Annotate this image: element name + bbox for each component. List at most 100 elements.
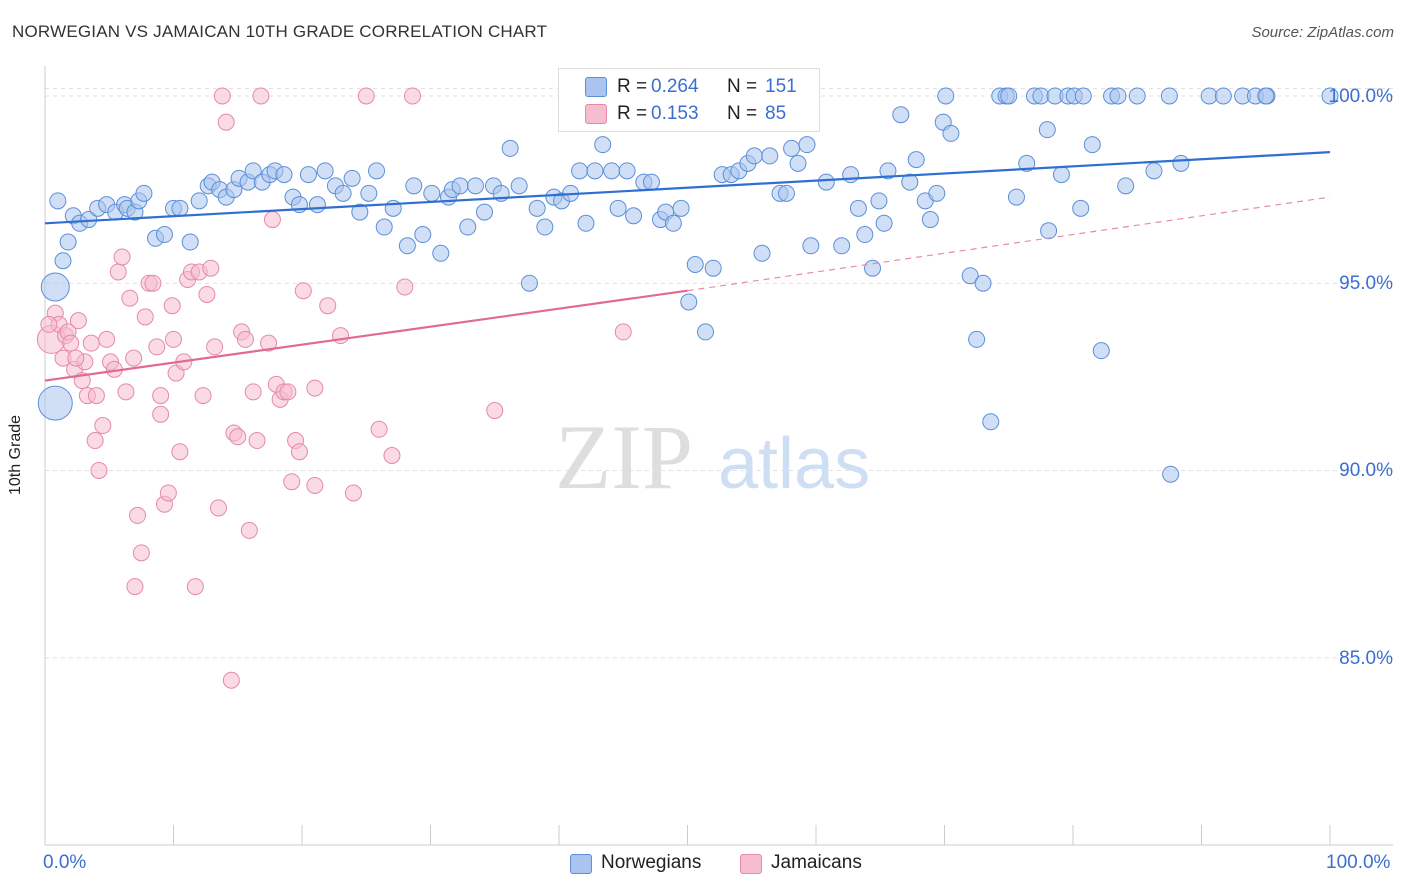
jamaican-point bbox=[194, 387, 212, 405]
jamaican-point bbox=[152, 387, 170, 405]
norwegian-point bbox=[586, 162, 604, 180]
norwegian-point bbox=[789, 154, 807, 172]
stats-row-jamaicans: R = 0.153 N = 85 bbox=[559, 100, 819, 128]
source-label: Source: ZipAtlas.com bbox=[1251, 24, 1394, 41]
norwegian-point bbox=[536, 218, 554, 236]
norwegian-point bbox=[643, 173, 661, 191]
norwegian-point bbox=[777, 184, 795, 202]
norwegian-point bbox=[54, 252, 72, 270]
norwegian-point bbox=[968, 330, 986, 348]
jamaican-point bbox=[290, 443, 308, 461]
norwegian-point bbox=[618, 162, 636, 180]
norwegian-point bbox=[360, 184, 378, 202]
norwegian-point bbox=[1000, 87, 1018, 105]
norwegian-point bbox=[59, 233, 77, 251]
norwegian-point bbox=[686, 255, 704, 273]
jamaican-point bbox=[136, 308, 154, 326]
jamaican-point bbox=[202, 259, 220, 277]
norwegian-point bbox=[1172, 154, 1190, 172]
jamaicans-swatch bbox=[585, 104, 607, 124]
r-label: R = bbox=[617, 103, 648, 124]
jamaican-point bbox=[306, 476, 324, 494]
norwegian-point bbox=[501, 139, 519, 157]
norwegian-point bbox=[664, 214, 682, 232]
r-label: R = bbox=[617, 76, 648, 97]
norwegian-point bbox=[571, 162, 589, 180]
y-tick-label: 85.0% bbox=[1339, 647, 1393, 669]
n-value: 151 bbox=[765, 76, 797, 97]
stats-row-norwegians: R = 0.264 N = 151 bbox=[559, 73, 819, 101]
norwegian-point bbox=[432, 244, 450, 262]
jamaican-point bbox=[125, 349, 143, 367]
jamaican-point bbox=[171, 443, 189, 461]
jamaican-point bbox=[69, 312, 87, 330]
norwegian-point bbox=[603, 162, 621, 180]
y-axis-label: 10th Grade bbox=[7, 414, 24, 496]
watermark: ZIP atlas bbox=[555, 406, 870, 508]
norwegian-point bbox=[244, 162, 262, 180]
norwegian-point bbox=[40, 272, 70, 302]
jamaican-point bbox=[370, 420, 388, 438]
jamaican-point bbox=[87, 387, 105, 405]
norwegian-point bbox=[928, 184, 946, 202]
norwegian-point bbox=[37, 385, 73, 421]
jamaican-point bbox=[404, 87, 422, 105]
data-points bbox=[36, 87, 1339, 689]
norwegian-point bbox=[190, 192, 208, 210]
jamaican-point bbox=[306, 379, 324, 397]
jamaican-point bbox=[198, 285, 216, 303]
norwegian-point bbox=[171, 199, 189, 217]
norwegian-point bbox=[1321, 87, 1339, 105]
norwegian-point bbox=[275, 166, 293, 184]
jamaican-point bbox=[357, 87, 375, 105]
norwegian-point bbox=[870, 192, 888, 210]
jamaican-point bbox=[260, 334, 278, 352]
norwegian-point bbox=[156, 226, 174, 244]
jamaican-point bbox=[98, 330, 116, 348]
norwegian-point bbox=[1032, 87, 1050, 105]
jamaican-point bbox=[244, 383, 262, 401]
jamaican-point bbox=[240, 521, 258, 539]
jamaican-point bbox=[132, 544, 150, 562]
jamaican-point bbox=[159, 484, 177, 502]
jamaican-point bbox=[383, 447, 401, 464]
norwegian-point bbox=[842, 166, 860, 184]
norwegian-point bbox=[343, 169, 361, 187]
jamaican-point bbox=[229, 428, 247, 446]
jamaican-point bbox=[396, 278, 414, 296]
jamaican-point bbox=[344, 484, 362, 502]
norwegians-swatch bbox=[570, 854, 592, 874]
jamaican-point bbox=[279, 383, 297, 401]
jamaican-point bbox=[614, 323, 632, 341]
jamaicans-swatch bbox=[740, 854, 762, 874]
norwegian-point bbox=[308, 196, 326, 214]
jamaican-point bbox=[236, 330, 254, 348]
norwegian-point bbox=[680, 293, 698, 311]
norwegian-point bbox=[937, 87, 955, 105]
watermark-atlas: atlas bbox=[718, 424, 870, 504]
trend-lines bbox=[44, 151, 1331, 382]
jamaican-point bbox=[486, 402, 504, 420]
norwegian-point bbox=[833, 237, 851, 255]
norwegian-point bbox=[1083, 136, 1101, 154]
jamaican-point bbox=[148, 338, 166, 356]
norwegian-point bbox=[1038, 121, 1056, 139]
norwegian-point bbox=[414, 226, 432, 244]
n-label: N = bbox=[727, 103, 758, 124]
norwegian-point bbox=[1052, 166, 1070, 184]
jamaicans-trend-extension bbox=[687, 196, 1331, 292]
jamaicans-trend-line bbox=[44, 289, 688, 382]
norwegian-point bbox=[856, 226, 874, 244]
jamaican-point bbox=[117, 383, 135, 401]
norwegian-point bbox=[982, 413, 1000, 431]
norwegian-point bbox=[892, 106, 910, 124]
y-tick-label: 95.0% bbox=[1339, 273, 1393, 295]
norwegian-point bbox=[761, 147, 779, 165]
norwegian-point bbox=[135, 184, 153, 202]
norwegian-point bbox=[1160, 87, 1178, 105]
jamaican-point bbox=[67, 349, 85, 367]
stats-legend: R = 0.264 N = 151 R = 0.153 N = 85 bbox=[558, 68, 820, 132]
norwegian-point bbox=[1040, 222, 1058, 240]
y-tick-label: 100.0% bbox=[1328, 85, 1393, 107]
norwegian-point bbox=[1109, 87, 1127, 105]
